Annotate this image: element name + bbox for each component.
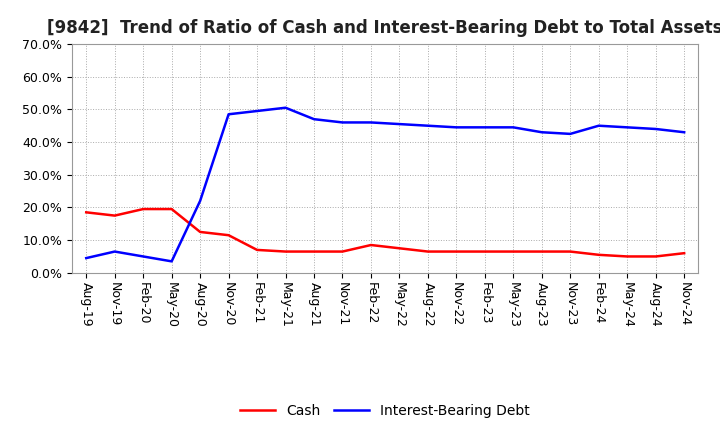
Cash [680, 250, 688, 256]
Cash [366, 242, 375, 248]
Interest-Bearing Debt [196, 198, 204, 204]
Interest-Bearing Debt [509, 125, 518, 130]
Cash [395, 246, 404, 251]
Interest-Bearing Debt [480, 125, 489, 130]
Cash [225, 233, 233, 238]
Title: [9842]  Trend of Ratio of Cash and Interest-Bearing Debt to Total Assets: [9842] Trend of Ratio of Cash and Intere… [48, 19, 720, 37]
Interest-Bearing Debt [595, 123, 603, 128]
Cash [423, 249, 432, 254]
Cash [82, 210, 91, 215]
Cash [480, 249, 489, 254]
Cash [338, 249, 347, 254]
Cash [509, 249, 518, 254]
Cash [167, 206, 176, 212]
Interest-Bearing Debt [366, 120, 375, 125]
Interest-Bearing Debt [652, 126, 660, 132]
Interest-Bearing Debt [167, 259, 176, 264]
Cash [652, 254, 660, 259]
Cash [452, 249, 461, 254]
Interest-Bearing Debt [110, 249, 119, 254]
Interest-Bearing Debt [537, 130, 546, 135]
Interest-Bearing Debt [282, 105, 290, 110]
Cash [595, 252, 603, 257]
Legend: Cash, Interest-Bearing Debt: Cash, Interest-Bearing Debt [235, 399, 536, 424]
Interest-Bearing Debt [338, 120, 347, 125]
Cash [623, 254, 631, 259]
Interest-Bearing Debt [566, 131, 575, 136]
Interest-Bearing Debt [253, 108, 261, 114]
Cash [110, 213, 119, 218]
Cash [566, 249, 575, 254]
Cash [253, 247, 261, 253]
Interest-Bearing Debt [82, 256, 91, 261]
Interest-Bearing Debt [423, 123, 432, 128]
Interest-Bearing Debt [225, 112, 233, 117]
Interest-Bearing Debt [310, 117, 318, 122]
Interest-Bearing Debt [395, 121, 404, 127]
Line: Interest-Bearing Debt: Interest-Bearing Debt [86, 108, 684, 261]
Interest-Bearing Debt [139, 254, 148, 259]
Cash [196, 229, 204, 235]
Cash [282, 249, 290, 254]
Cash [310, 249, 318, 254]
Line: Cash: Cash [86, 209, 684, 257]
Interest-Bearing Debt [680, 130, 688, 135]
Cash [537, 249, 546, 254]
Cash [139, 206, 148, 212]
Interest-Bearing Debt [452, 125, 461, 130]
Interest-Bearing Debt [623, 125, 631, 130]
